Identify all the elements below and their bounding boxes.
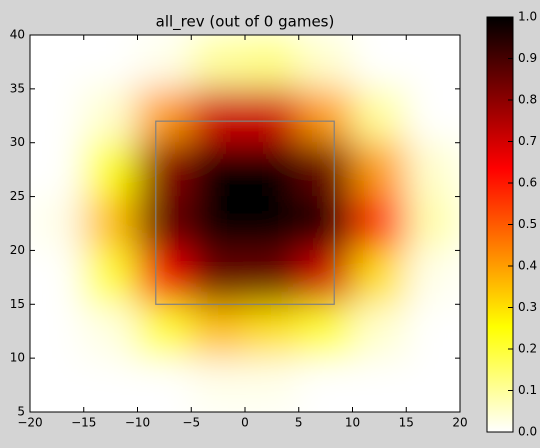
heat-cell [244,303,300,359]
heat-cell [298,249,353,305]
heat-cell [137,249,192,305]
colorbar-tick-label: 0.2 [518,342,537,356]
x-tick-label: 5 [295,416,303,430]
colorbar-tick-label: 0.3 [518,300,537,314]
heat-cell [137,303,192,359]
y-tick-label: 15 [10,297,25,311]
heat-cell [298,357,353,412]
heat-cell [30,303,85,359]
heat-cell [298,142,353,198]
x-tick-label: −5 [182,416,200,430]
colorbar-tick-label: 0.4 [518,259,537,273]
colorbar-tick-label: 1.0 [518,10,537,24]
y-tick-label: 20 [10,243,25,257]
x-tick-label: 10 [345,416,360,430]
heat-cell [352,142,407,198]
heat-cell [352,35,407,90]
y-tick-label: 35 [10,81,25,95]
heat-cell [405,35,460,90]
heatmap [30,35,460,412]
heat-cell [244,196,300,251]
heat-cell [405,357,460,412]
x-tick-label: −10 [125,416,150,430]
heat-cell [30,357,85,412]
heat-cell [30,35,85,90]
heat-cell [298,88,353,144]
chart-title: all_rev (out of 0 games) [156,13,335,32]
y-tick-label: 5 [17,405,25,419]
heat-cell [405,249,460,305]
heat-cell [190,35,246,90]
x-tick-label: −15 [71,416,96,430]
heat-cell [405,196,460,251]
heat-cell [137,142,192,198]
heat-cell [83,88,138,144]
heat-cell [83,249,138,305]
heat-cell [190,249,246,305]
colorbar-tick-label: 0.7 [518,134,537,148]
heat-cell [83,196,138,251]
y-tick-label: 10 [10,351,25,365]
heat-cell [30,196,85,251]
heat-cell [83,357,138,412]
heat-cell [352,88,407,144]
heat-cell [405,88,460,144]
x-tick-label: 20 [452,416,467,430]
zone-box [155,120,335,305]
heat-cell [352,357,407,412]
y-tick-label: 25 [10,189,25,203]
colorbar-tick-label: 0.9 [518,51,537,65]
heat-cell [30,142,85,198]
x-tick-label: −20 [17,416,42,430]
heat-cell [244,88,300,144]
heat-cell [190,196,246,251]
x-tick-label: 15 [399,416,414,430]
heat-cell [137,88,192,144]
heat-cell [352,303,407,359]
colorbar-tick-label: 0.8 [518,93,537,107]
heat-cell [83,303,138,359]
heat-cell [190,88,246,144]
heat-cell [30,88,85,144]
heat-cell [352,196,407,251]
heat-cell [244,35,300,90]
heat-cell [190,357,246,412]
heat-cell [405,303,460,359]
heat-cell [83,35,138,90]
x-tick-label: 0 [241,416,249,430]
heat-cell [137,196,192,251]
heat-cell [244,249,300,305]
heat-cell [244,142,300,198]
heat-cell [244,357,300,412]
colorbar-tick-label: 0.5 [518,217,537,231]
heat-cell [352,249,407,305]
heat-cell [30,249,85,305]
heat-cell [405,142,460,198]
heat-cell [190,142,246,198]
heat-cell [190,303,246,359]
heat-cell [137,35,192,90]
y-tick-label: 30 [10,135,25,149]
y-tick-label: 40 [10,28,25,42]
heat-cell [298,35,353,90]
heat-cell [298,196,353,251]
heat-cell [137,357,192,412]
colorbar-tick-label: 0.1 [518,383,537,397]
colorbar-tick-label: 0.6 [518,176,537,190]
colorbar-tick-label: 0.0 [518,425,537,439]
heat-cell [298,303,353,359]
heat-cell [83,142,138,198]
